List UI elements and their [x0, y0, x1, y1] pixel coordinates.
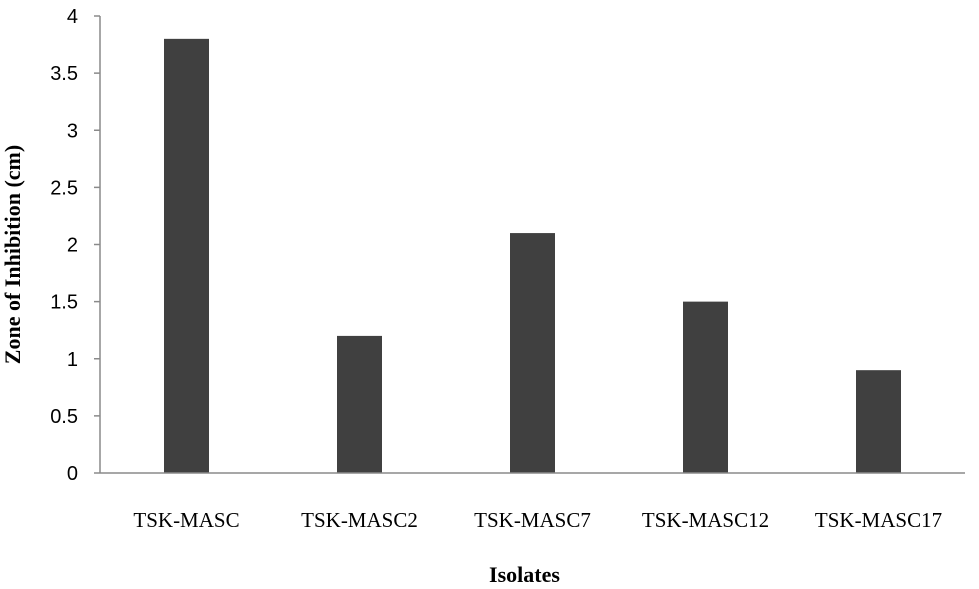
- x-tick-label: TSK-MASC: [133, 508, 239, 532]
- y-tick-label: 4: [67, 6, 78, 28]
- y-tick-label: 3: [67, 120, 78, 142]
- y-tick-label: 2: [67, 235, 78, 257]
- x-tick-label: TSK-MASC17: [815, 508, 942, 532]
- bars: [164, 38, 901, 473]
- y-tick-label: 0.5: [50, 406, 78, 428]
- y-tick-label: 1.5: [50, 292, 78, 314]
- x-axis-tick-labels: TSK-MASC TSK-MASC2 TSK-MASC7 TSK-MASC12 TSK-…: [133, 508, 942, 532]
- y-tick-label: 3.5: [50, 63, 78, 85]
- bar-tsk-masc: [164, 38, 209, 473]
- x-tick-label: TSK-MASC12: [642, 508, 769, 532]
- y-tick-label: 1: [67, 349, 78, 371]
- x-axis-title: Isolates: [489, 562, 560, 587]
- x-tick-label: TSK-MASC2: [301, 508, 418, 532]
- bar-tsk-masc17: [856, 370, 901, 473]
- y-tick-label: 2.5: [50, 177, 78, 199]
- bar-tsk-masc12: [683, 301, 728, 473]
- x-tick-label: TSK-MASC7: [474, 508, 591, 532]
- y-tick-label: 0: [67, 463, 78, 485]
- bar-tsk-masc2: [337, 335, 382, 473]
- y-axis-ticks: 0 0.5 1 1.5 2 2.5 3 3.5 4: [50, 6, 100, 485]
- bar-tsk-masc7: [510, 233, 555, 473]
- y-axis-title: Zone of Inhibition (cm): [0, 145, 25, 364]
